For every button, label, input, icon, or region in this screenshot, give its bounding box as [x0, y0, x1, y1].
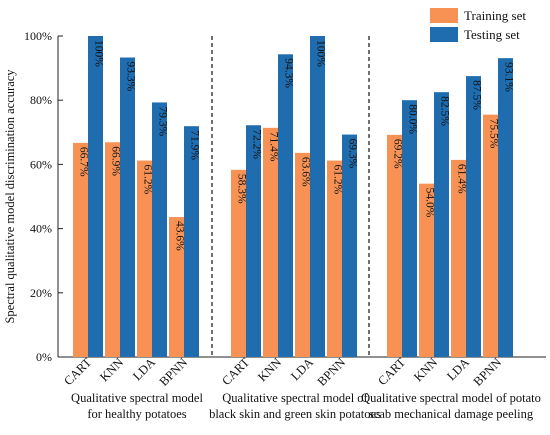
legend: Training set Testing set — [430, 8, 526, 42]
testing-bar — [88, 36, 103, 357]
testing-bar — [184, 126, 199, 358]
testing-value-label: 69.3% — [347, 139, 359, 169]
group-caption: Qualitative spectral model of — [222, 391, 368, 405]
testing-value-label: 94.3% — [283, 58, 295, 88]
testing-value-label: 82.5% — [439, 96, 451, 126]
category-label: LDA — [130, 355, 158, 383]
testing-value-label: 72.2% — [251, 129, 263, 159]
testing-bar — [466, 76, 481, 357]
training-value-label: 71.4% — [268, 132, 280, 162]
testing-bar — [278, 54, 293, 358]
group-caption: for healthy potatoes — [87, 407, 186, 421]
testing-bar — [246, 125, 261, 357]
category-label: LDA — [288, 355, 316, 383]
category-label: BPNN — [157, 355, 190, 388]
legend-swatch-training — [430, 8, 458, 23]
testing-bar — [434, 92, 449, 358]
training-bar — [105, 142, 120, 357]
legend-swatch-testing — [430, 27, 458, 42]
training-bar — [169, 217, 184, 357]
training-value-label: 43.6% — [174, 221, 186, 251]
training-bar — [137, 160, 152, 357]
training-bar — [295, 152, 310, 357]
testing-value-label: 80.0% — [407, 104, 419, 134]
category-label: LDA — [444, 355, 472, 383]
training-value-label: 54.0% — [424, 188, 436, 218]
training-bar — [451, 159, 466, 357]
training-bar — [387, 134, 402, 357]
y-tick-label: 60% — [30, 157, 52, 171]
training-value-label: 69.2% — [392, 139, 404, 169]
category-label: CART — [375, 355, 408, 388]
testing-value-label: 93.3% — [125, 62, 137, 92]
testing-value-label: 87.5% — [471, 80, 483, 110]
training-value-label: 61.4% — [456, 164, 468, 194]
category-label: KNN — [255, 355, 284, 384]
category-label: BPNN — [471, 355, 504, 388]
group-caption: scab mechanical damage peeling — [369, 407, 534, 421]
testing-bar — [120, 57, 135, 358]
legend-label-testing: Testing set — [464, 27, 520, 42]
category-label: CART — [219, 355, 252, 388]
y-axis-label: Spectral qualitative model discriminatio… — [3, 69, 17, 324]
training-bar — [483, 114, 498, 358]
group-caption: Qualitative spectral model of potato — [361, 391, 541, 405]
training-value-label: 61.2% — [332, 165, 344, 195]
y-tick-label: 80% — [30, 93, 52, 107]
y-tick-label: 40% — [30, 222, 52, 236]
training-value-label: 58.3% — [236, 174, 248, 204]
y-tick-label: 20% — [30, 286, 52, 300]
training-value-label: 63.6% — [300, 157, 312, 187]
testing-bar — [498, 58, 513, 358]
training-value-label: 66.7% — [78, 147, 90, 177]
training-value-label: 75.5% — [488, 119, 500, 149]
group-caption: Qualitative spectral model — [71, 391, 203, 405]
training-bar — [419, 183, 434, 357]
category-label: CART — [61, 355, 94, 388]
category-label: KNN — [97, 355, 126, 384]
testing-bar — [310, 36, 325, 357]
training-bar — [73, 142, 88, 357]
category-label: BPNN — [315, 355, 348, 388]
training-bar — [263, 127, 278, 357]
y-tick-label: 0% — [36, 350, 52, 364]
testing-value-label: 79.3% — [157, 106, 169, 136]
testing-bar — [152, 102, 167, 358]
training-bar — [327, 160, 342, 357]
training-value-label: 61.2% — [142, 165, 154, 195]
testing-bar — [402, 100, 417, 357]
testing-bar — [342, 134, 357, 357]
training-value-label: 66.9% — [110, 146, 122, 176]
y-tick-label: 100% — [24, 29, 52, 43]
testing-value-label: 71.9% — [189, 130, 201, 160]
legend-label-training: Training set — [464, 8, 526, 23]
testing-value-label: 100% — [315, 40, 327, 67]
testing-value-label: 93.1% — [503, 62, 515, 92]
testing-value-label: 100% — [93, 40, 105, 67]
group-caption: black skin and green skin potatoes — [209, 407, 381, 421]
training-bar — [231, 169, 246, 357]
category-label: KNN — [411, 355, 440, 384]
